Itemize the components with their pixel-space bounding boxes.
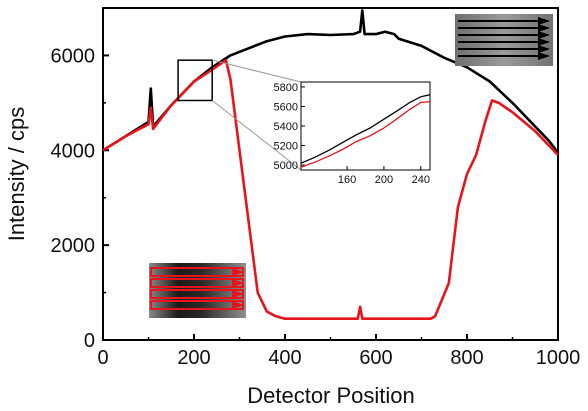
zoom-box [177,59,213,102]
series-layer [102,9,560,321]
x-axis-title: Detector Position [247,383,415,408]
inset-x-tick-label: 200 [375,174,393,186]
inset-y-tick-label: 5800 [274,82,298,94]
y-tick-label: 0 [84,330,95,352]
zoom-connector-top [212,59,302,83]
y-tick-label: 6000 [51,45,96,67]
zoom-connector-bottom [211,100,302,171]
x-tick-label: 800 [450,347,483,369]
inset-chart: 160 200 240 5000 5200 5400 5600 5800 [274,81,431,186]
arrowheads-red [232,268,244,309]
inset-y-tick-label: 5000 [274,160,298,172]
inset-y-tick-label: 5600 [274,101,298,113]
x-tick-label: 0 [97,347,108,369]
x-axis-ticks: 0 200 400 600 800 1000 [97,334,580,369]
inset-series-line-red [300,100,431,168]
inset-x-tick-label: 240 [412,174,430,186]
y-axis-ticks: 0 2000 4000 6000 [51,45,109,352]
inset-frame [300,81,431,171]
series-line-red [102,58,559,321]
zoom-indicator [177,59,302,171]
x-tick-label: 600 [359,347,392,369]
inset-y-tick-label: 5200 [274,141,298,153]
y-tick-label: 2000 [51,235,96,257]
y-tick-label: 4000 [51,140,96,162]
arrowheads-black [538,17,550,60]
inset-x-tick-label: 160 [338,174,356,186]
scan-lines-black [458,20,548,57]
photo-inset-red [149,263,246,318]
inset-series-line-black [300,94,431,164]
y-axis-title: Intensity / cps [4,107,29,242]
photo-inset-black [455,14,553,66]
x-tick-label: 400 [268,347,301,369]
x-tick-label: 1000 [536,347,581,369]
inset-y-tick-label: 5400 [274,121,298,133]
x-tick-label: 200 [177,347,210,369]
